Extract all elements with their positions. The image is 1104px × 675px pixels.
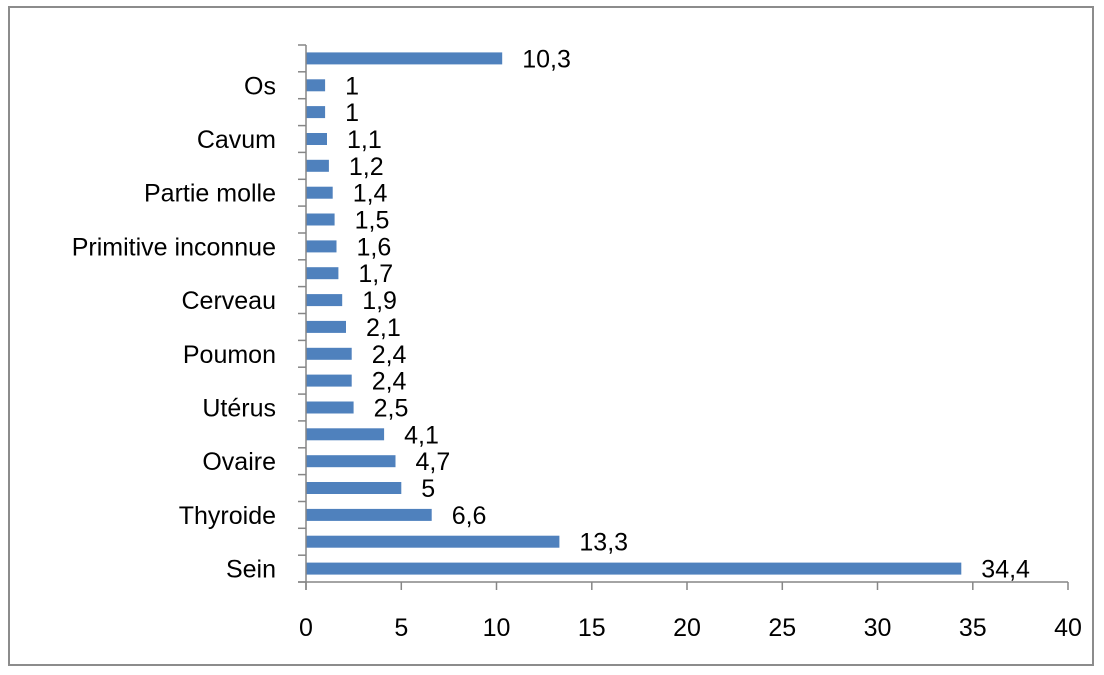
bar bbox=[306, 240, 337, 253]
category-label: Sein bbox=[226, 556, 276, 584]
bar bbox=[306, 186, 333, 199]
bar bbox=[306, 52, 503, 65]
data-label: 1 bbox=[345, 72, 359, 100]
bar bbox=[306, 320, 346, 333]
bar bbox=[306, 347, 352, 360]
bar bbox=[306, 482, 402, 494]
data-label: 10,3 bbox=[522, 45, 571, 73]
x-tick-label: 0 bbox=[299, 614, 313, 642]
data-label: 1,2 bbox=[349, 153, 384, 181]
data-label: 1 bbox=[345, 99, 359, 127]
labels-layer: 34,4Sein13,36,6Thyroide54,7Ovaire4,12,5U… bbox=[72, 45, 1082, 642]
category-label: Os bbox=[244, 72, 276, 100]
x-tick-label: 35 bbox=[959, 614, 987, 642]
axes bbox=[298, 44, 1069, 590]
data-label: 13,3 bbox=[579, 529, 628, 557]
data-label: 4,1 bbox=[404, 421, 439, 449]
chart-frame bbox=[8, 6, 1094, 666]
category-label: Utérus bbox=[202, 395, 276, 423]
data-label: 1,9 bbox=[362, 287, 397, 315]
bar bbox=[306, 133, 327, 145]
data-label: 2,1 bbox=[366, 314, 401, 342]
x-tick-label: 40 bbox=[1054, 614, 1082, 642]
data-label: 1,4 bbox=[353, 180, 388, 208]
category-label: Partie molle bbox=[144, 180, 276, 208]
bar bbox=[306, 508, 432, 521]
bar bbox=[306, 294, 343, 307]
data-label: 2,4 bbox=[372, 341, 407, 369]
data-label: 5 bbox=[421, 475, 435, 503]
data-label: 1,7 bbox=[358, 260, 393, 288]
bar bbox=[306, 535, 560, 548]
bar bbox=[306, 213, 335, 226]
data-label: 4,7 bbox=[416, 448, 451, 476]
bar bbox=[306, 401, 354, 414]
bar bbox=[306, 374, 352, 387]
x-tick-label: 15 bbox=[578, 614, 606, 642]
data-label: 1,6 bbox=[357, 233, 392, 261]
x-tick-label: 25 bbox=[768, 614, 796, 642]
category-label: Primitive inconnue bbox=[72, 233, 276, 261]
x-tick-label: 30 bbox=[864, 614, 892, 642]
bar bbox=[306, 159, 329, 172]
x-tick-label: 20 bbox=[673, 614, 701, 642]
bar bbox=[306, 428, 385, 441]
data-label: 1,1 bbox=[347, 126, 382, 154]
category-label: Poumon bbox=[183, 341, 276, 369]
category-label: Cerveau bbox=[182, 287, 277, 315]
bar bbox=[306, 79, 326, 92]
bars-layer bbox=[306, 52, 962, 575]
data-label: 1,5 bbox=[355, 207, 390, 235]
data-label: 2,4 bbox=[372, 368, 407, 396]
x-tick-label: 10 bbox=[483, 614, 511, 642]
x-tick-label: 5 bbox=[394, 614, 408, 642]
data-label: 2,5 bbox=[374, 395, 409, 423]
category-label: Ovaire bbox=[202, 448, 276, 476]
data-label: 34,4 bbox=[981, 556, 1030, 584]
bar bbox=[306, 267, 339, 280]
category-label: Thyroide bbox=[179, 502, 276, 530]
bar bbox=[306, 106, 326, 119]
data-label: 6,6 bbox=[452, 502, 487, 530]
bar bbox=[306, 455, 396, 468]
bar bbox=[306, 562, 962, 575]
category-label: Cavum bbox=[197, 126, 276, 154]
